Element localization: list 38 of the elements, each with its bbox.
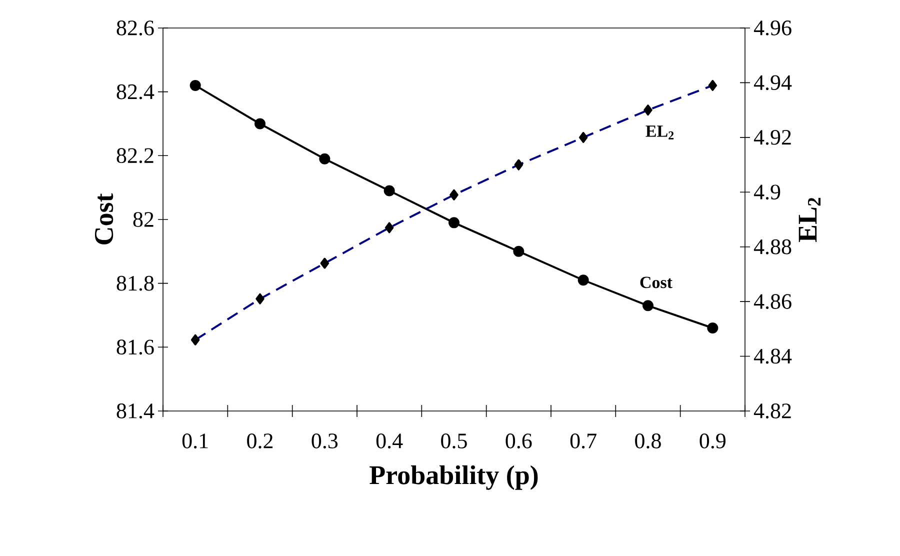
y-tick-label: 81.6 — [116, 340, 154, 355]
y2-tick-label: 4.88 — [754, 239, 792, 254]
point — [642, 300, 654, 312]
point — [384, 185, 395, 196]
y2-axis-title: EL$_{2}$ — [798, 198, 821, 242]
y2-tick-label: 4.96 — [754, 20, 792, 36]
series-label: Cost — [640, 276, 672, 288]
x-axis-title: Probability (p) — [370, 465, 538, 490]
x-tick-label: 0.3 — [312, 434, 338, 448]
x-tick-label: 0.2 — [247, 434, 273, 448]
y2-tick-label: 4.86 — [754, 294, 792, 310]
y-tick-label: 82.4 — [116, 84, 154, 100]
x-tick-label: 0.1 — [182, 434, 208, 448]
point — [513, 246, 524, 257]
x-tick-label: 0.6 — [506, 434, 532, 448]
y2-tick-label: 4.94 — [754, 75, 792, 90]
x-tick-label: 0.5 — [441, 434, 467, 448]
x-tick-label: 0.4 — [376, 434, 403, 448]
y2-tick-label: 4.82 — [754, 404, 791, 418]
y2-tick-label: 4.92 — [754, 130, 791, 145]
point — [578, 274, 589, 286]
y-tick-label: 82.6 — [116, 20, 154, 36]
y2-tick-label: 4.9 — [754, 184, 780, 200]
y-tick-label: 81.8 — [116, 276, 154, 291]
y-tick-label: 82 — [133, 212, 154, 227]
y-axis-title: Cost — [94, 193, 114, 244]
y2-tick-label: 4.84 — [754, 348, 792, 364]
point — [707, 322, 718, 334]
point — [319, 153, 330, 164]
y-tick-label: 81.4 — [116, 404, 154, 418]
point — [448, 217, 460, 228]
x-tick-label: 0.7 — [570, 434, 596, 448]
point — [254, 118, 266, 130]
x-tick-label: 0.8 — [635, 434, 661, 448]
x-tick-label: 0.9 — [700, 434, 726, 448]
point — [190, 80, 201, 91]
series-label: EL$_{2}$ — [646, 126, 674, 140]
y-tick-label: 82.2 — [116, 148, 154, 164]
